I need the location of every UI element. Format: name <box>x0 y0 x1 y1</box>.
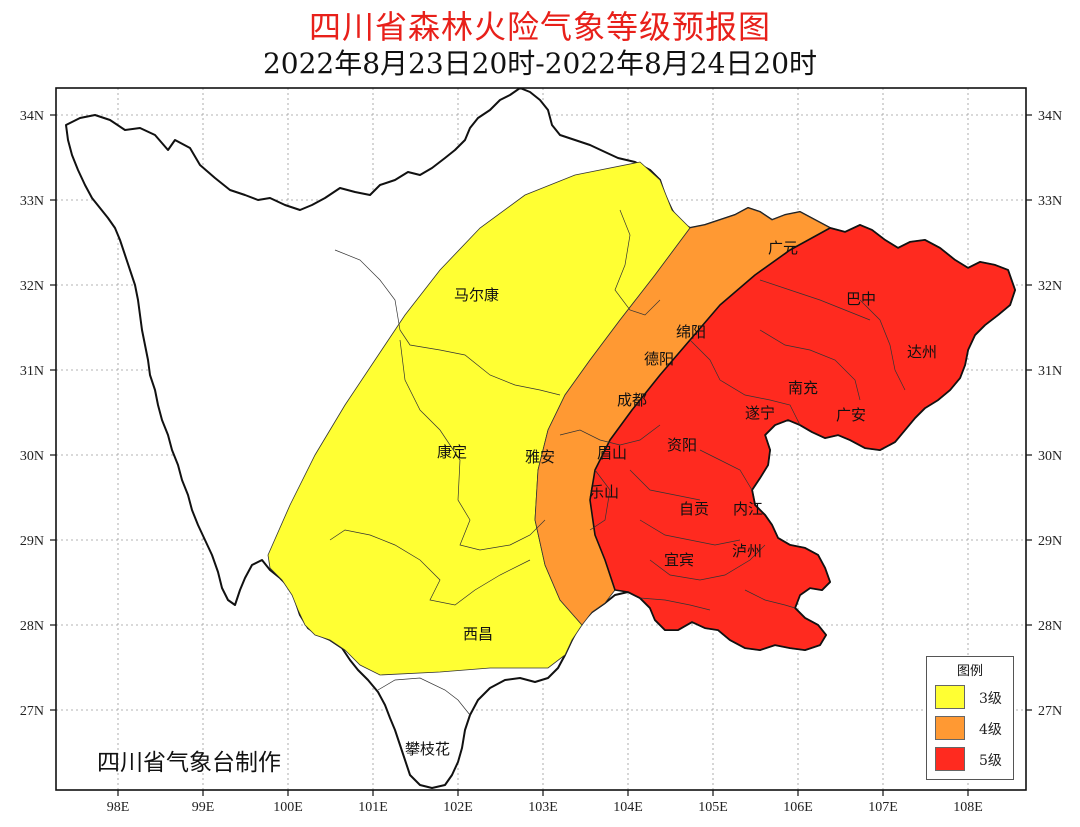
city-label-deyang: 德阳 <box>644 350 674 368</box>
lon-label: 108E <box>953 800 983 815</box>
prefecture-boundaries <box>329 209 906 716</box>
legend-item-level5: 5级 <box>935 747 1011 771</box>
lon-label: 107E <box>868 800 898 815</box>
lon-labels: 98E 99E 100E 101E 102E 103E 104E 105E 10… <box>107 800 983 815</box>
lat-labels-right: 34N 33N 32N 31N 30N 29N 28N 27N <box>1038 109 1062 719</box>
legend-title: 图例 <box>956 664 983 679</box>
city-label-ziyang: 资阳 <box>667 436 697 454</box>
city-label-yaan: 雅安 <box>525 448 555 466</box>
lat-label-left: 29N <box>20 534 44 549</box>
city-label-guangyuan: 广元 <box>768 239 798 257</box>
lon-label: 106E <box>783 800 813 815</box>
lat-label-right: 29N <box>1038 534 1062 549</box>
lat-label-left: 33N <box>20 194 44 209</box>
legend-item-level3: 3级 <box>935 685 1011 709</box>
city-label-yibin: 宜宾 <box>664 551 694 569</box>
lat-label-left: 34N <box>20 109 44 124</box>
city-label-guangan: 广安 <box>836 406 866 424</box>
tick-marks <box>50 114 1032 796</box>
lat-label-right: 30N <box>1038 449 1062 464</box>
city-labels: 马尔康 广元 巴中 绵阳 德阳 达州 成都 南充 遂宁 广安 康定 雅安 眉山 … <box>405 239 937 758</box>
lat-label-right: 28N <box>1038 619 1062 634</box>
lat-labels-left: 34N 33N 32N 31N 30N 29N 28N 27N <box>20 109 44 719</box>
city-label-bazhong: 巴中 <box>846 290 876 308</box>
city-label-xichang: 西昌 <box>463 625 493 643</box>
city-label-kangding: 康定 <box>437 443 467 461</box>
legend-box: 图例 3级 4级 5级 <box>926 656 1014 780</box>
lon-label: 105E <box>698 800 728 815</box>
lat-label-right: 27N <box>1038 704 1062 719</box>
legend-swatch-level4 <box>935 716 965 740</box>
city-label-nanchong: 南充 <box>788 379 818 397</box>
lat-label-right: 32N <box>1038 279 1062 294</box>
producer-credit: 四川省气象台制作 <box>97 750 281 776</box>
legend-swatch-level3 <box>935 685 965 709</box>
city-label-panzhihua: 攀枝花 <box>405 740 450 758</box>
city-label-dazhou: 达州 <box>907 343 937 361</box>
legend-label-level4: 4级 <box>979 722 1002 738</box>
lat-label-right: 33N <box>1038 194 1062 209</box>
lat-label-left: 32N <box>20 279 44 294</box>
map-title: 四川省森林火险气象等级预报图 <box>308 8 771 46</box>
risk-level-5-zone <box>589 224 1016 651</box>
lon-label: 101E <box>358 800 388 815</box>
city-label-zigong: 自贡 <box>679 500 709 518</box>
lon-label: 100E <box>273 800 303 815</box>
lon-label: 99E <box>192 800 215 815</box>
legend-label-level3: 3级 <box>979 691 1002 707</box>
city-label-neijiang: 内江 <box>733 500 763 518</box>
lat-label-right: 34N <box>1038 109 1062 124</box>
map-subtitle: 2022年8月23日20时-2022年8月24日20时 <box>262 47 818 80</box>
lon-label: 98E <box>107 800 130 815</box>
city-label-chengdu: 成都 <box>617 391 647 409</box>
city-label-maerkang: 马尔康 <box>454 286 499 304</box>
lat-label-left: 27N <box>20 704 44 719</box>
lat-label-left: 31N <box>20 364 44 379</box>
lon-label: 103E <box>528 800 558 815</box>
legend-label-level5: 5级 <box>979 753 1002 769</box>
lat-label-left: 28N <box>20 619 44 634</box>
city-label-luzhou: 泸州 <box>732 542 762 560</box>
city-label-mianyang: 绵阳 <box>676 323 706 341</box>
city-label-leshan: 乐山 <box>589 483 619 501</box>
lat-label-left: 30N <box>20 449 44 464</box>
map-frame <box>55 87 1027 791</box>
lat-label-right: 31N <box>1038 364 1062 379</box>
legend-swatch-level5 <box>935 747 965 771</box>
lon-label: 102E <box>443 800 473 815</box>
city-label-meishan: 眉山 <box>597 444 627 462</box>
lon-label: 104E <box>613 800 643 815</box>
legend-item-level4: 4级 <box>935 716 1011 740</box>
city-label-suining: 遂宁 <box>745 404 775 422</box>
